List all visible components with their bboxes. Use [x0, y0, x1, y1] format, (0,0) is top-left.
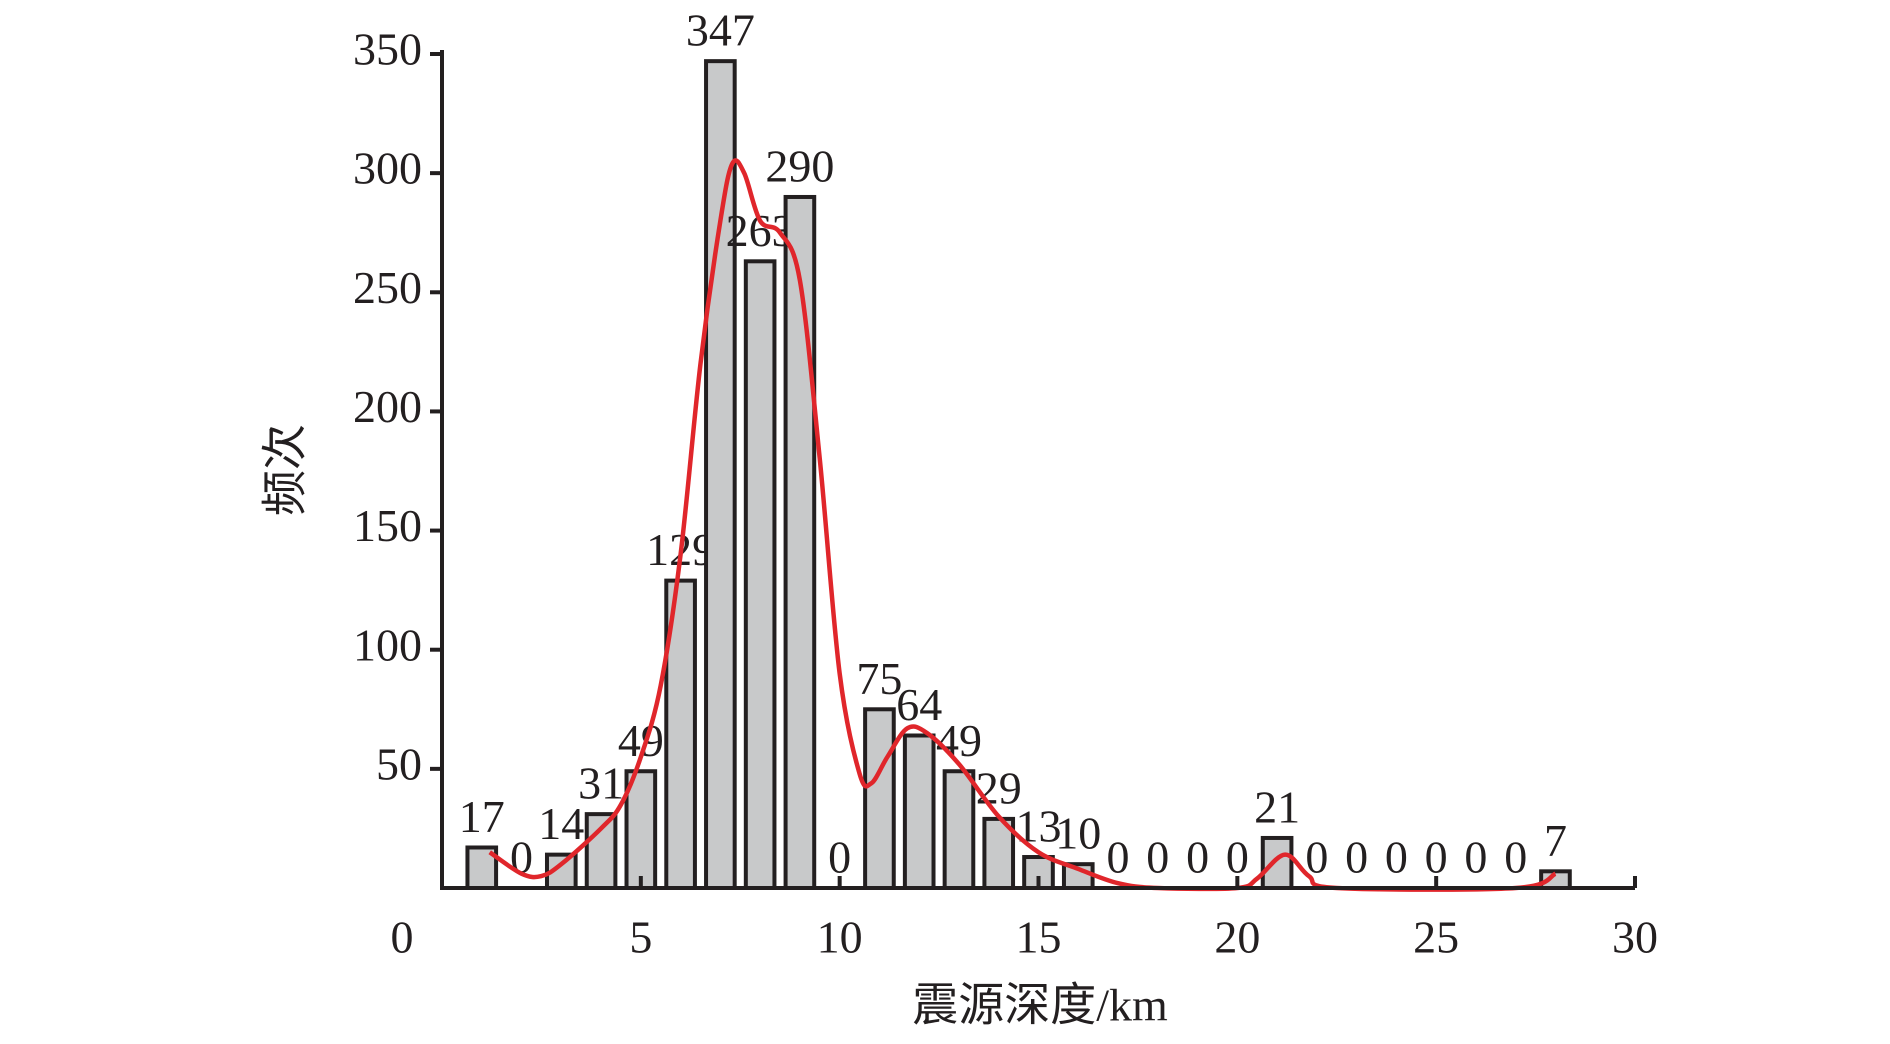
x-tick-label: 25: [1413, 912, 1459, 963]
data-label: 14: [538, 798, 584, 849]
bar: [783, 194, 817, 890]
bar: [863, 707, 896, 890]
data-label: 29: [976, 762, 1022, 813]
data-label: 0: [1385, 832, 1408, 883]
data-label: 0: [1226, 832, 1249, 883]
y-tick-label: 300: [353, 143, 422, 194]
x-tick-label: 10: [817, 912, 863, 963]
data-label: 49: [936, 715, 982, 766]
data-label: 0: [1305, 832, 1328, 883]
y-tick-label: 200: [353, 381, 422, 432]
bar: [1260, 835, 1294, 891]
data-label: 10: [1055, 808, 1101, 859]
x-tick-label: 5: [629, 912, 652, 963]
data-label: 290: [765, 141, 834, 192]
data-label: 263: [726, 205, 795, 256]
x-tick-label: 0: [391, 912, 414, 963]
bar: [942, 769, 976, 890]
y-tick-label: 50: [376, 738, 422, 789]
data-label: 0: [1345, 832, 1368, 883]
y-tick-label: 100: [353, 619, 422, 670]
bar: [743, 259, 777, 890]
data-label: 0: [1504, 832, 1527, 883]
data-label: 0: [1425, 832, 1448, 883]
y-tick-label: 150: [353, 500, 422, 551]
data-label: 21: [1254, 782, 1300, 833]
bar: [902, 733, 936, 890]
y-tick-label: 350: [353, 24, 422, 75]
x-axis-label: 震源深度/km: [912, 980, 1168, 1031]
data-label: 17: [459, 791, 505, 842]
data-label: 75: [856, 653, 902, 704]
x-tick-label: 15: [1016, 912, 1062, 963]
x-tick-label: 20: [1214, 912, 1260, 963]
data-label: 0: [1186, 832, 1209, 883]
data-label: 31: [578, 758, 624, 809]
data-label: 64: [896, 679, 942, 730]
y-axis-label: 频次: [260, 424, 311, 516]
data-label: 347: [686, 5, 755, 56]
data-label: 0: [1107, 832, 1130, 883]
bar: [584, 812, 618, 890]
data-label: 7: [1544, 815, 1567, 866]
data-label: 0: [1146, 832, 1169, 883]
y-tick-label: 250: [353, 262, 422, 313]
x-tick-label: 30: [1612, 912, 1658, 963]
data-label: 0: [1464, 832, 1487, 883]
data-label: 0: [828, 832, 851, 883]
bar: [704, 59, 737, 891]
